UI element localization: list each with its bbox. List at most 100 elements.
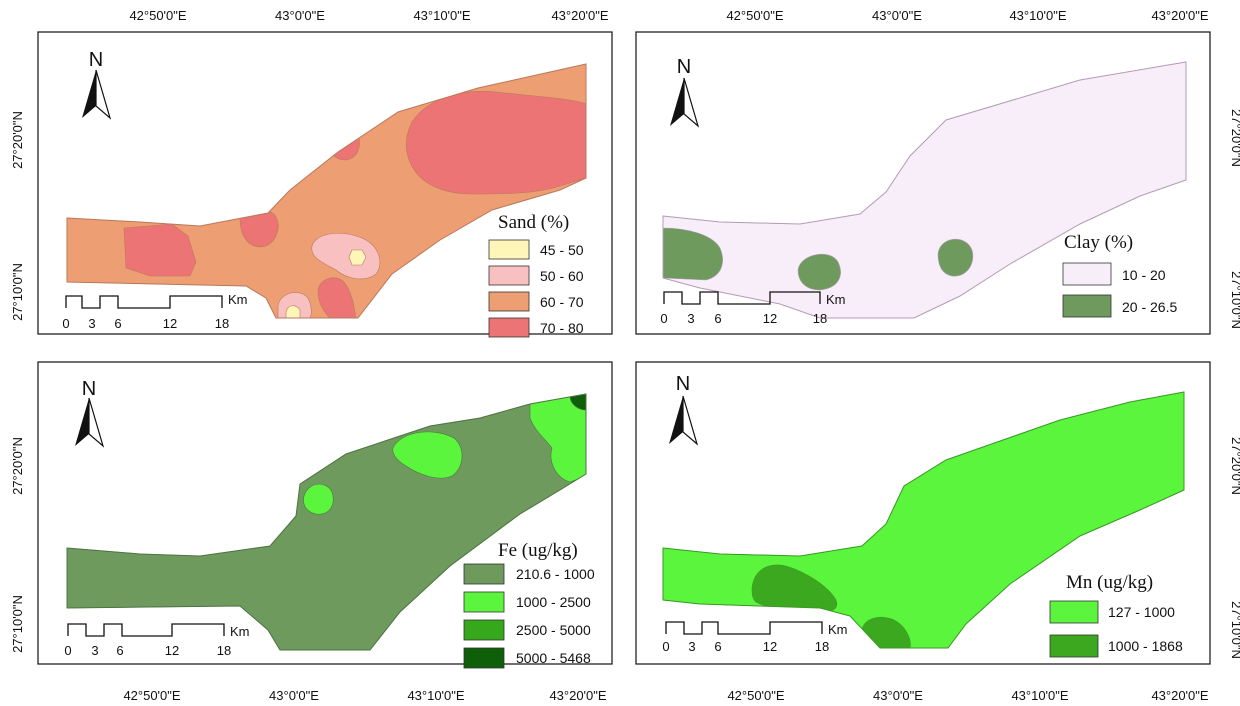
- region-50-60-central: [311, 233, 381, 280]
- longitude-label: 43°10'0"E: [407, 688, 464, 703]
- area-outline: [66, 63, 587, 319]
- scale-tick: 3: [91, 643, 98, 658]
- longitude-label: 42°50'0"E: [727, 688, 784, 703]
- scale-bar: Km 0 3 6 12 18: [62, 292, 247, 331]
- legend-title: Clay (%): [1064, 232, 1133, 253]
- region-70-80-south: [317, 277, 357, 318]
- scale-bar-icon: [65, 295, 223, 309]
- longitude-label: 43°20'0"E: [1151, 688, 1208, 703]
- scale-tick: 6: [116, 643, 123, 658]
- longitude-label: 42°50'0"E: [726, 8, 783, 23]
- region-1000-1868-west: [751, 564, 838, 613]
- legend-swatch: [1062, 294, 1112, 318]
- legend-label: 50 - 60: [540, 268, 584, 284]
- legend-label: 1000 - 2500: [516, 594, 591, 610]
- legend-swatch: [463, 591, 505, 613]
- legend-label: 70 - 80: [540, 320, 584, 336]
- north-arrow-icon: [82, 70, 96, 118]
- longitude-label: 43°10'0"E: [1011, 688, 1068, 703]
- scale-unit: Km: [230, 624, 250, 639]
- legend-label: 20 - 26.5: [1122, 299, 1177, 315]
- region-1000-2500-east: [529, 394, 586, 483]
- longitude-label: 43°0'0"E: [269, 688, 319, 703]
- longitude-labels-top-left: 42°50'0"E 43°0'0"E 43°10'0"E 43°20'0"E: [129, 8, 608, 23]
- longitude-label: 42°50'0"E: [129, 8, 186, 23]
- north-arrow-icon: [669, 396, 683, 444]
- panel-clay: N Km 0 3 6 12 18 Clay (%) 10 - 20 20 - 2…: [635, 31, 1211, 335]
- scale-tick: 18: [813, 311, 827, 326]
- longitude-labels-top-right: 42°50'0"E 43°0'0"E 43°10'0"E 43°20'0"E: [726, 8, 1208, 23]
- study-area: [662, 61, 1187, 319]
- latitude-label: 27°10'0"N: [1229, 271, 1240, 329]
- study-area: [662, 391, 1185, 649]
- latitude-label: 27°10'0"N: [1229, 601, 1240, 659]
- scale-bar: Km 0 3 6 12 18: [660, 291, 846, 326]
- scale-tick: 12: [763, 639, 777, 654]
- region-20-26-east: [937, 238, 974, 277]
- scale-tick: 6: [714, 311, 721, 326]
- region-1000-2500-west: [303, 483, 334, 515]
- north-arrow: N: [669, 373, 699, 446]
- scale-unit: Km: [826, 292, 846, 307]
- scale-bar: Km 0 3 6 12 18: [662, 621, 848, 654]
- north-label: N: [677, 56, 691, 78]
- legend-swatch: [488, 265, 530, 286]
- legend-label: 10 - 20: [1122, 267, 1166, 283]
- longitude-label: 43°10'0"E: [1009, 8, 1066, 23]
- scale-tick: 3: [687, 311, 694, 326]
- legend-title: Mn (ug/kg): [1066, 572, 1153, 593]
- latitude-label: 27°20'0"N: [1229, 109, 1240, 167]
- longitude-labels-bottom-left: 42°50'0"E 43°0'0"E 43°10'0"E 43°20'0"E: [123, 688, 606, 703]
- north-arrow-icon: [75, 398, 89, 446]
- latitude-label: 27°20'0"N: [1229, 437, 1240, 495]
- area-outline: [662, 391, 1185, 649]
- scale-bar-icon: [67, 623, 225, 637]
- longitude-labels-bottom-right: 42°50'0"E 43°0'0"E 43°10'0"E 43°20'0"E: [727, 688, 1208, 703]
- legend-swatch: [463, 647, 505, 669]
- north-label: N: [82, 378, 96, 400]
- region-1000-2500-central: [392, 431, 463, 479]
- scale-tick: 12: [165, 643, 179, 658]
- scale-tick: 12: [163, 316, 177, 331]
- north-arrow: N: [82, 49, 112, 120]
- legend-label: 5000 - 5468: [516, 650, 591, 666]
- legend-swatch: [488, 239, 530, 260]
- panel-mn: N Km 0 3 6 12 18 Mn (ug/kg) 127 - 1000 1…: [635, 361, 1211, 665]
- longitude-label: 43°0'0"E: [872, 8, 922, 23]
- legend-swatch: [488, 317, 530, 338]
- region-20-26-west: [663, 227, 723, 281]
- longitude-label: 43°0'0"E: [275, 8, 325, 23]
- legend: Sand (%) 45 - 50 50 - 60 60 - 70 70 - 80: [488, 212, 584, 338]
- scale-tick: 0: [62, 316, 69, 331]
- area-outline: [662, 61, 1187, 319]
- legend-swatch: [1062, 262, 1112, 286]
- latitude-label: 27°20'0"N: [10, 111, 25, 169]
- region-70-80-east: [406, 90, 586, 195]
- region-20-26-central: [797, 253, 841, 291]
- scale-tick: 0: [64, 643, 71, 658]
- latitude-label: 27°10'0"N: [10, 263, 25, 321]
- scale-tick: 6: [714, 639, 721, 654]
- longitude-label: 43°20'0"E: [549, 688, 606, 703]
- legend-title: Fe (ug/kg): [498, 540, 578, 561]
- longitude-label: 42°50'0"E: [123, 688, 180, 703]
- scale-tick: 0: [662, 639, 669, 654]
- longitude-label: 43°20'0"E: [551, 8, 608, 23]
- scale-tick: 3: [88, 316, 95, 331]
- scale-bar-icon: [663, 291, 821, 305]
- legend-swatch: [1049, 600, 1099, 624]
- legend: Clay (%) 10 - 20 20 - 26.5: [1062, 232, 1177, 318]
- longitude-label: 43°10'0"E: [413, 8, 470, 23]
- scale-tick: 12: [763, 311, 777, 326]
- north-arrow: N: [75, 378, 105, 448]
- scale-tick: 18: [815, 639, 829, 654]
- scale-tick: 18: [215, 316, 229, 331]
- legend-swatch: [488, 291, 530, 312]
- legend-swatch: [463, 619, 505, 641]
- scale-unit: Km: [228, 292, 248, 307]
- legend-label: 45 - 50: [540, 242, 584, 258]
- legend-label: 210.6 - 1000: [516, 566, 595, 582]
- latitude-label: 27°10'0"N: [10, 595, 25, 653]
- region-45-50-central: [348, 249, 367, 266]
